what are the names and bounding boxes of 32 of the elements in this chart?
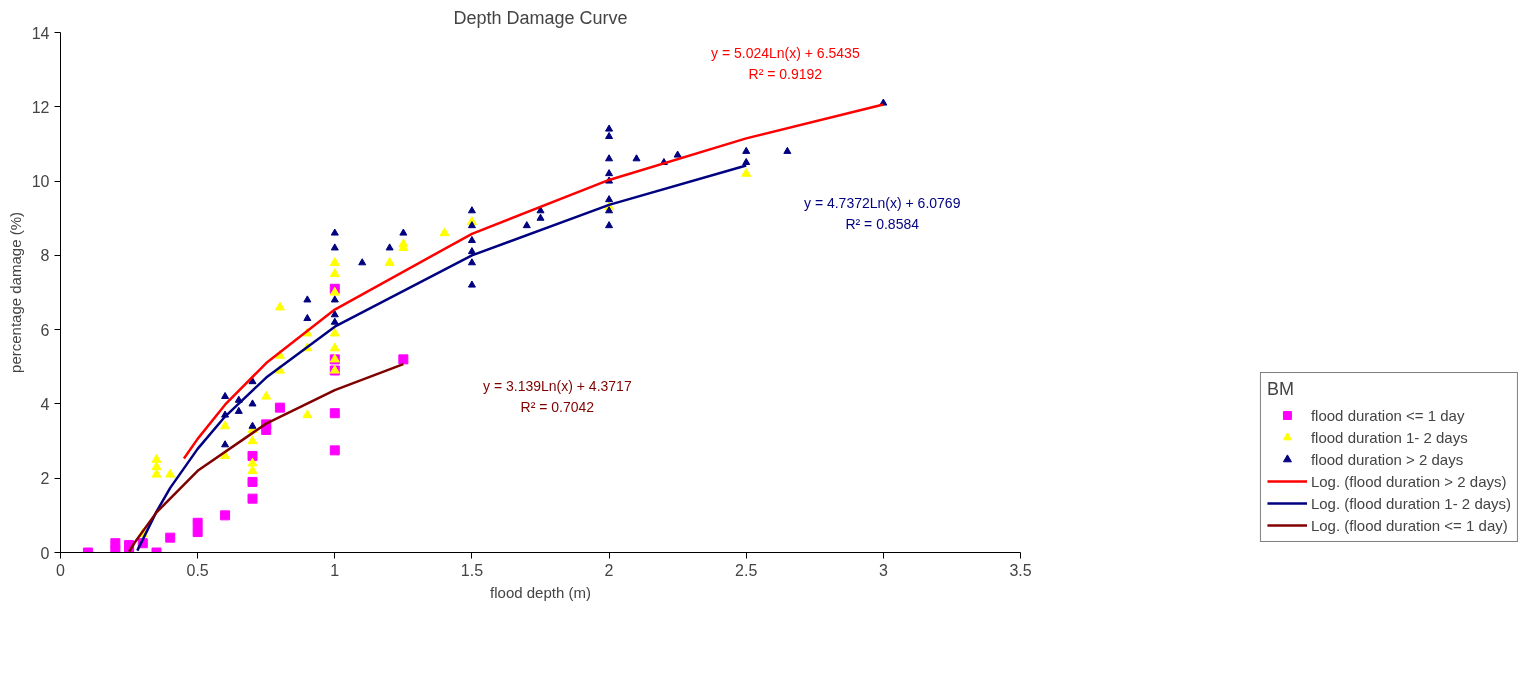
y-tick-label: 12 [31, 98, 50, 116]
x-tick-label: 3.5 [1009, 561, 1032, 579]
legend-label: flood duration > 2 days [1310, 450, 1464, 468]
x-tick-label: 1 [330, 561, 340, 579]
y-tick-label: 2 [40, 470, 50, 488]
y-tick-label: 8 [40, 247, 50, 265]
x-tick-label: 0.5 [186, 561, 209, 579]
legend-label: flood duration 1- 2 days [1310, 428, 1468, 446]
annotation: y = 4.7372Ln(x) + 6.0769 [803, 195, 961, 212]
x-tick-label: 2.5 [735, 561, 758, 579]
annotation: R² = 0.8584 [845, 216, 920, 233]
chart-title: Depth Damage Curve [453, 7, 628, 28]
legend-title: BM [1266, 379, 1295, 400]
x-tick-label: 2 [604, 561, 614, 579]
legend-label: Log. (flood duration <= 1 day) [1310, 516, 1508, 534]
y-tick-label: 6 [40, 321, 50, 339]
legend-label: Log. (flood duration 1- 2 days) [1310, 494, 1512, 512]
y-tick-label: 10 [31, 173, 50, 191]
legend-label: flood duration <= 1 day [1310, 406, 1465, 424]
x-tick-label: 1.5 [460, 561, 484, 579]
annotation: y = 5.024Ln(x) + 6.5435 [711, 44, 860, 61]
legend-label: Log. (flood duration > 2 days) [1310, 472, 1507, 490]
x-tick-label: 0 [56, 561, 66, 579]
x-tick-label: 3 [878, 561, 888, 579]
y-axis-title: percentage damage (%) [6, 212, 24, 373]
x-axis-title: flood depth (m) [490, 583, 591, 601]
annotation: R² = 0.9192 [748, 65, 823, 82]
annotation: R² = 0.7042 [520, 399, 595, 416]
annotation: y = 3.139Ln(x) + 4.3717 [483, 378, 632, 395]
y-tick-label: 0 [40, 544, 50, 562]
y-tick-label: 14 [31, 24, 50, 42]
y-tick-label: 4 [40, 395, 50, 413]
